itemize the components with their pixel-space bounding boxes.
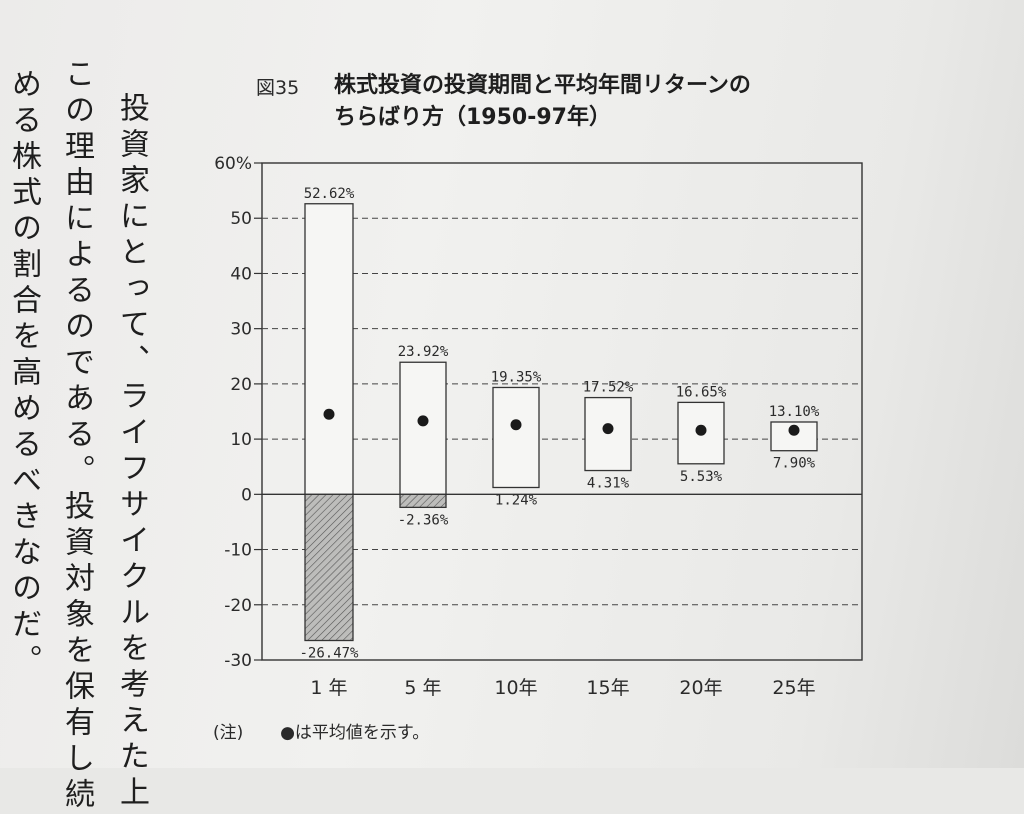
y-tick-label: -30 [224, 651, 252, 671]
min-value-label: 7.90% [773, 456, 816, 472]
figure-title-line-1: 株式投資の投資期間と平均年間リターンの [334, 73, 751, 98]
plot-frame [261, 162, 863, 661]
y-tick-label: -20 [224, 596, 252, 616]
max-value-label: 23.92% [398, 344, 449, 360]
figure-number: 図35 [256, 77, 300, 99]
y-tick-label: 40 [230, 264, 252, 284]
max-value-label: 13.10% [769, 404, 820, 420]
mean-dot [323, 408, 335, 420]
min-value-label: -26.47% [299, 646, 359, 662]
min-value-label: 5.53% [680, 469, 723, 485]
range-chart: -30 -20 -10 0 10 20 30 40 50 60% 52.62% -26.47% 1 年 2… [214, 154, 863, 699]
category-label: 25年 [772, 677, 815, 699]
body-text-column-1: める株式の割合を高めるべきなのだ。 [6, 68, 41, 680]
mean-dot [602, 423, 614, 435]
mean-dot [695, 424, 707, 436]
category-label: 10年 [494, 677, 537, 699]
figure-note: (注) ●は平均値を示す。 [213, 718, 429, 743]
min-value-label: -2.36% [398, 512, 449, 528]
figure-title-line-2: ちらばり方（1950-97年） [334, 105, 611, 130]
range-bar-positive [399, 361, 447, 495]
body-text-column-2: この理由によるのである。投資対象を保有し続 [59, 58, 94, 814]
y-tick-label: 10 [230, 430, 252, 450]
mean-dot [788, 424, 800, 436]
category-label: 15年 [586, 677, 629, 699]
range-bar [492, 386, 540, 489]
mean-dot [417, 415, 429, 427]
y-tick-label: 60% [214, 154, 252, 174]
y-tick-label: 0 [241, 485, 252, 505]
category-label: 1 年 [310, 677, 347, 699]
y-tick-label: 20 [230, 375, 252, 395]
min-value-label: 4.31% [587, 476, 630, 492]
category-label: 20年 [679, 677, 722, 699]
figure-title: 株式投資の投資期間と平均年間リターンの ちらばり方（1950-97年） [334, 70, 751, 134]
mean-dot [510, 419, 522, 431]
range-bar-positive [304, 203, 354, 495]
body-text-column-3: 投資家にとって、ライフサイクルを考えた上 [114, 92, 149, 812]
max-value-label: 16.65% [676, 384, 727, 400]
note-marker: (注) [213, 723, 244, 743]
y-tick-label: -10 [224, 541, 252, 561]
max-value-label: 19.35% [491, 369, 542, 385]
category-label: 5 年 [404, 677, 441, 699]
y-tick-label: 30 [230, 320, 252, 340]
min-value-label: 1.24% [495, 492, 538, 508]
max-value-label: 17.52% [583, 380, 634, 396]
range-bar-negative [399, 493, 447, 509]
max-value-label: 52.62% [304, 186, 355, 202]
range-bar-negative [304, 493, 354, 642]
y-tick-label: 50 [230, 209, 252, 229]
note-text: ●は平均値を示す。 [280, 723, 430, 743]
